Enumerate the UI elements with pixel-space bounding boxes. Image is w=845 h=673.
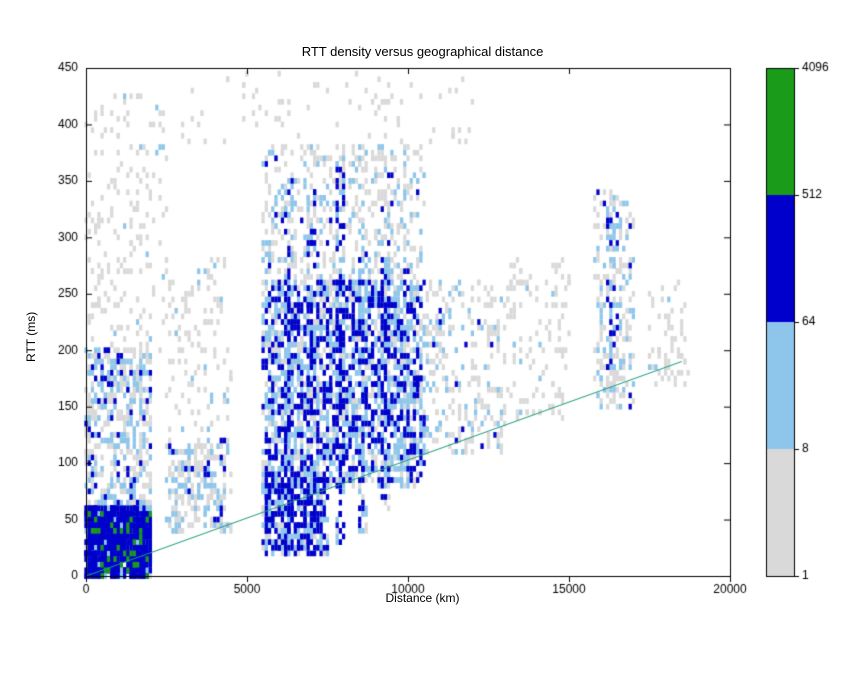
chart-container: RTT density versus geographical distance… xyxy=(0,0,845,673)
y-axis-label: RTT (ms) xyxy=(24,0,38,673)
chart-title: RTT density versus geographical distance xyxy=(0,44,845,59)
x-axis-label: Distance (km) xyxy=(0,591,845,605)
density-scatter-chart xyxy=(0,0,845,673)
